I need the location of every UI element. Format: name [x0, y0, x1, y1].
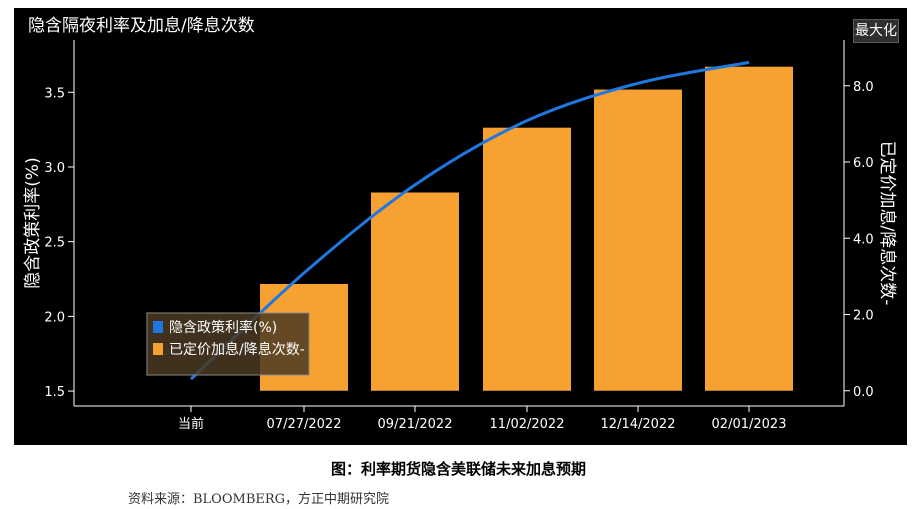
right-tick-label: 2.0 — [853, 309, 874, 324]
legend-swatch — [153, 321, 163, 333]
left-axis-title: 隐含政策利率(%) — [23, 157, 43, 288]
legend-label: 隐含政策利率(%) — [169, 319, 277, 336]
bar — [483, 127, 571, 391]
maximize-button[interactable]: 最大化 — [853, 19, 899, 43]
bar — [371, 192, 459, 391]
legend-label: 已定价加息/降息次数- — [169, 341, 305, 358]
figure-caption: 图：利率期货隐含美联储未来加息预期 — [330, 460, 586, 478]
right-axis-title: 已定价加息/降息次数- — [877, 141, 897, 306]
left-tick-label: 1.5 — [44, 385, 65, 400]
x-tick-label: 12/14/2022 — [601, 417, 676, 432]
right-tick-label: 6.0 — [853, 156, 874, 171]
right-tick-label: 4.0 — [853, 232, 874, 247]
legend-swatch — [153, 343, 163, 355]
left-tick-label: 2.0 — [44, 310, 65, 325]
right-tick-label: 8.0 — [853, 80, 874, 95]
chart-panel: 隐含隔夜利率及加息/降息次数 最大化 1.5 2.0 2.5 3.0 3.5 0.0 2.0… — [14, 8, 907, 445]
chart-plot: 1.5 2.0 2.5 3.0 3.5 0.0 2.0 4.0 6.0 8.0 当前 07/27/20… — [23, 40, 897, 432]
left-tick-label: 3.0 — [44, 161, 65, 176]
x-tick-label: 07/27/2022 — [267, 417, 342, 432]
source-note: 资料来源：BLOOMBERG，方正中期研究院 — [128, 492, 390, 507]
chart-title: 隐含隔夜利率及加息/降息次数 — [28, 16, 255, 36]
left-tick-label: 2.5 — [44, 236, 65, 251]
series-line — [189, 60, 750, 381]
left-tick-label: 3.5 — [44, 86, 65, 101]
x-tick-label: 09/21/2022 — [378, 417, 453, 432]
x-tick-label: 02/01/2023 — [712, 417, 787, 432]
bar — [594, 89, 682, 391]
legend-box — [146, 312, 310, 376]
bar — [705, 66, 793, 391]
right-tick-label: 0.0 — [853, 385, 874, 400]
x-tick-label: 当前 — [178, 416, 204, 432]
x-tick-label: 11/02/2022 — [490, 417, 565, 432]
